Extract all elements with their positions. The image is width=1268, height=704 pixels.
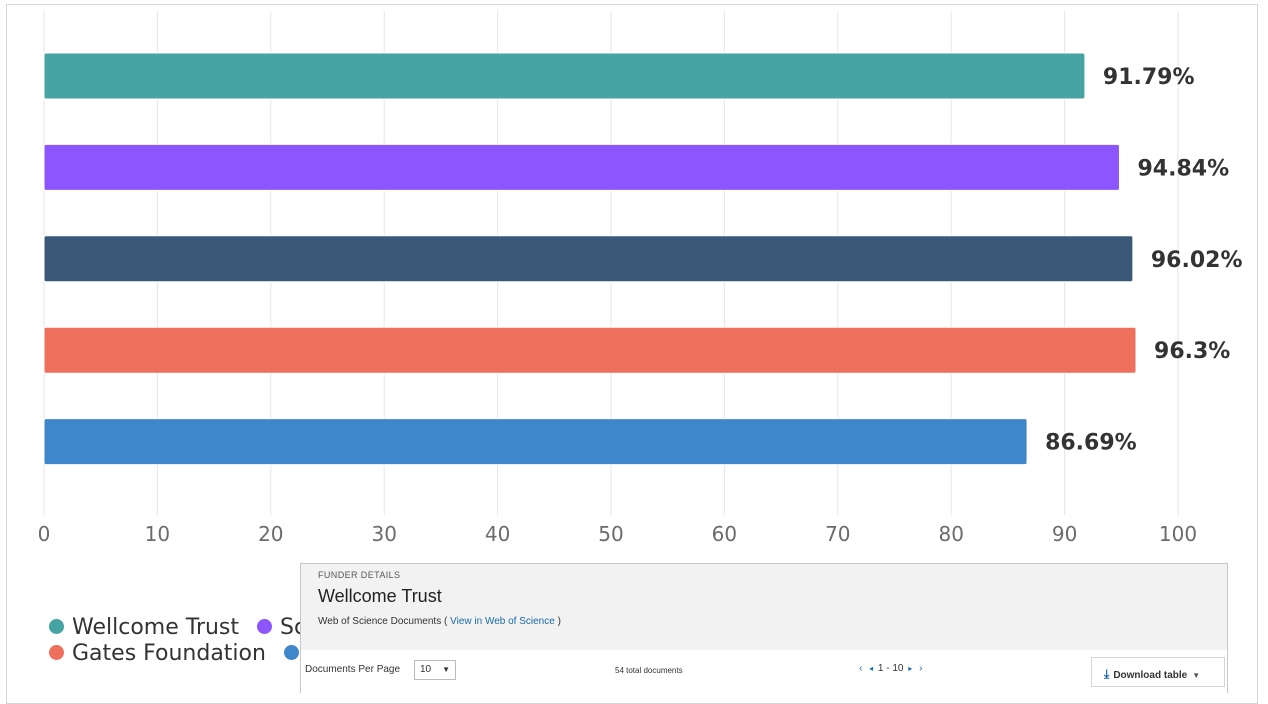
popup-kicker: FUNDER DETAILS bbox=[318, 570, 401, 580]
bar-chart: 91.79% 94.84% 96.02% 96.3% 86.69% 0 10 20 30 40 5… bbox=[38, 11, 1243, 546]
legend-row-1: Wellcome Trust Sc bbox=[49, 615, 325, 640]
bar[interactable] bbox=[43, 52, 1086, 100]
x-tick-label: 90 bbox=[1052, 522, 1077, 546]
bar[interactable] bbox=[43, 326, 1137, 374]
bar-value-label: 86.69% bbox=[1045, 431, 1137, 456]
last-page-icon[interactable]: › bbox=[919, 663, 923, 674]
page-range: 1 - 10 bbox=[877, 663, 904, 674]
caret-down-icon: ▼ bbox=[442, 665, 450, 674]
legend-item[interactable] bbox=[283, 641, 307, 666]
caret-down-icon: ▼ bbox=[1192, 671, 1201, 680]
popup-title: Wellcome Trust bbox=[318, 586, 442, 606]
x-tick-label: 100 bbox=[1159, 522, 1197, 546]
pagination: ‹ ◂ 1 - 10 ▸ › bbox=[857, 663, 924, 674]
legend-item[interactable]: Sc bbox=[257, 615, 306, 640]
legend-swatch bbox=[49, 618, 64, 634]
total-documents: 54 total documents bbox=[615, 666, 683, 675]
legend-row-2: Gates Foundation bbox=[49, 641, 325, 666]
legend-label: Gates Foundation bbox=[72, 641, 266, 666]
prev-page-icon[interactable]: ◂ bbox=[869, 664, 874, 673]
x-tick-label: 0 bbox=[38, 522, 51, 546]
x-tick-label: 20 bbox=[258, 522, 283, 546]
x-tick-label: 50 bbox=[598, 522, 623, 546]
x-tick-label: 70 bbox=[825, 522, 850, 546]
download-label: Download table bbox=[1113, 670, 1188, 681]
bar-value-label: 96.02% bbox=[1151, 248, 1243, 273]
bars bbox=[43, 52, 1137, 466]
legend-item[interactable]: Gates Foundation bbox=[49, 641, 266, 666]
x-tick-label: 60 bbox=[712, 522, 737, 546]
x-tick-label: 40 bbox=[485, 522, 510, 546]
bar[interactable] bbox=[43, 418, 1028, 466]
x-axis-ticks: 0 10 20 30 40 50 60 70 80 90 100 bbox=[38, 522, 1197, 546]
per-page-label: Documents Per Page bbox=[305, 664, 401, 675]
per-page-select[interactable]: 10 ▼ bbox=[414, 660, 456, 680]
bar[interactable] bbox=[43, 143, 1120, 191]
legend-item[interactable]: Wellcome Trust bbox=[49, 615, 239, 640]
first-page-icon[interactable]: ‹ bbox=[859, 663, 863, 674]
view-in-wos-link[interactable]: View in Web of Science bbox=[450, 616, 555, 627]
per-page-value: 10 bbox=[420, 664, 432, 675]
next-page-icon[interactable]: ▸ bbox=[908, 664, 913, 673]
legend: Wellcome Trust Sc Gates Foundation bbox=[49, 615, 325, 666]
documents-toolbar: Documents Per Page 10 ▼ 54 total documen… bbox=[301, 650, 1227, 694]
x-tick-label: 80 bbox=[938, 522, 963, 546]
legend-swatch bbox=[257, 618, 273, 634]
legend-swatch bbox=[283, 644, 299, 660]
wos-documents-label: Web of Science Documents ( bbox=[318, 616, 448, 627]
bar[interactable] bbox=[43, 235, 1134, 283]
wos-documents-close: ) bbox=[557, 616, 561, 627]
legend-swatch bbox=[49, 644, 64, 660]
x-tick-label: 30 bbox=[371, 522, 396, 546]
bar-value-label: 96.3% bbox=[1154, 339, 1230, 364]
funder-details-popup: FUNDER DETAILS Wellcome Trust Web of Sci… bbox=[300, 563, 1228, 694]
download-table-button[interactable]: ⤓ Download table ▼ bbox=[1091, 657, 1225, 687]
bar-value-label: 91.79% bbox=[1103, 65, 1195, 90]
legend-label: Wellcome Trust bbox=[72, 615, 240, 640]
bar-value-label: 94.84% bbox=[1137, 156, 1229, 181]
wos-documents-line: Web of Science Documents ( View in Web o… bbox=[318, 616, 561, 627]
value-labels: 91.79% 94.84% 96.02% 96.3% 86.69% bbox=[1045, 65, 1242, 456]
download-icon: ⤓ bbox=[1104, 667, 1110, 681]
x-tick-label: 10 bbox=[145, 522, 170, 546]
